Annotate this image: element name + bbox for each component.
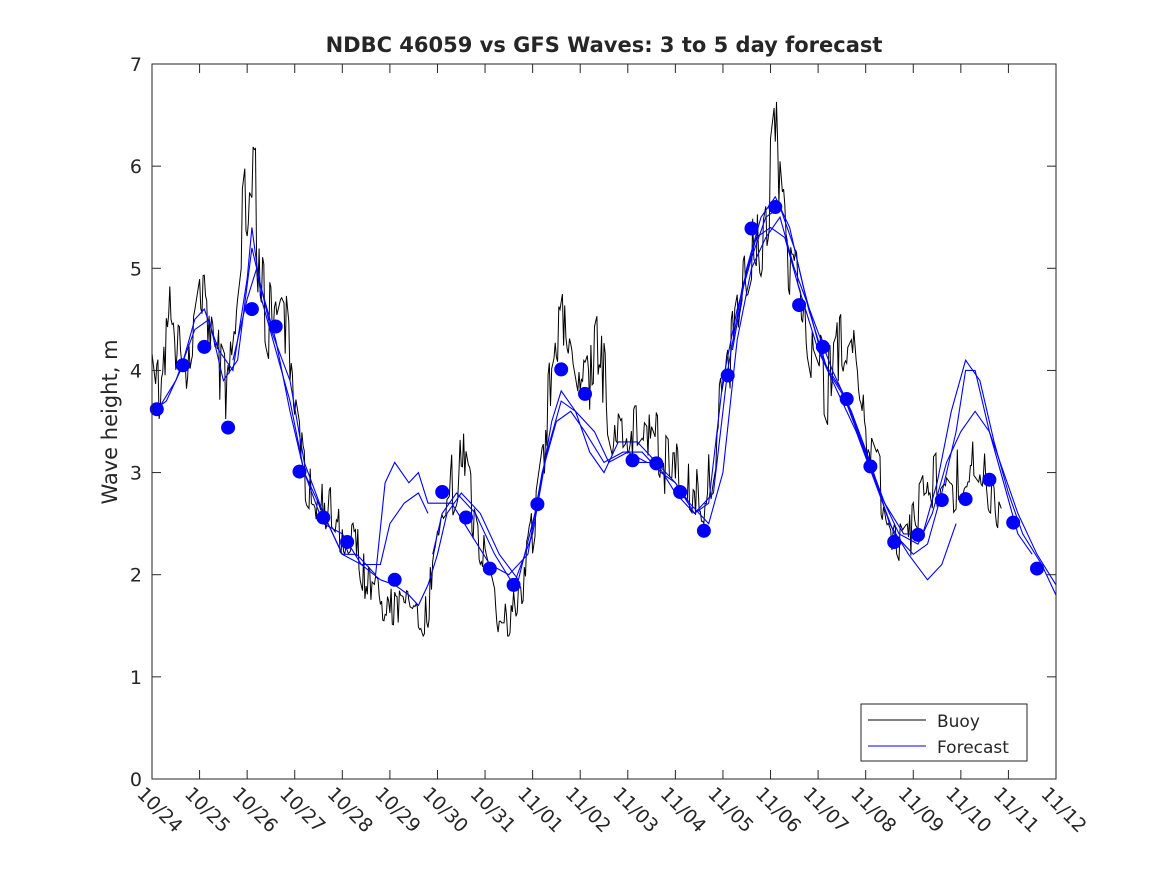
buoy-marker-7 <box>292 464 307 479</box>
x-tick-label-16: 11/09 <box>894 783 948 837</box>
x-tick-label-11: 11/04 <box>656 783 710 837</box>
x-tick-label-2: 10/26 <box>228 783 282 837</box>
buoy-marker-32 <box>958 492 973 507</box>
y-axis-label: Wave height, m <box>98 339 122 504</box>
buoy-marker-24 <box>768 200 783 214</box>
buoy-marker-2 <box>175 358 190 373</box>
buoy-marker-23 <box>744 221 759 236</box>
buoy-marker-16 <box>554 362 569 377</box>
x-tick-label-4: 10/28 <box>323 783 377 837</box>
buoy-marker-29 <box>887 535 902 549</box>
buoy-marker-13 <box>482 561 497 576</box>
buoy-marker-28 <box>863 459 878 474</box>
x-tick-label-15: 11/08 <box>846 783 900 837</box>
buoy-marker-30 <box>911 527 925 542</box>
axes-box <box>151 63 1057 780</box>
buoy-marker-34 <box>1006 515 1021 530</box>
buoy-marker-22 <box>720 368 735 383</box>
forecast-line-3 <box>232 215 957 581</box>
x-tick-label-18: 11/11 <box>989 783 1043 837</box>
buoy-marker-5 <box>244 302 259 317</box>
x-tick-label-3: 10/27 <box>275 783 329 837</box>
x-tick-label-7: 10/31 <box>466 783 520 837</box>
buoy-marker-3 <box>197 339 212 354</box>
buoy-marker-20 <box>673 485 688 499</box>
y-tick-label-4: 4 <box>130 360 142 382</box>
buoy-line <box>151 101 1002 638</box>
buoy-marker-25 <box>792 298 807 313</box>
plot-area <box>152 64 1056 779</box>
y-tick-label-6: 6 <box>130 156 142 178</box>
x-tick-label-8: 11/01 <box>513 783 567 837</box>
forecast-line-1 <box>151 227 429 566</box>
y-tick-label-0: 0 <box>130 769 142 791</box>
buoy-marker-31 <box>934 493 949 508</box>
buoy-marker-15 <box>530 497 545 512</box>
chart-title: NDBC 46059 vs GFS Waves: 3 to 5 day fore… <box>326 33 883 57</box>
buoy-marker-19 <box>649 456 664 471</box>
x-tick-label-17: 11/10 <box>941 783 995 837</box>
y-tick-label-7: 7 <box>130 54 142 76</box>
buoy-marker-1 <box>149 402 164 417</box>
buoy-marker-10 <box>387 572 402 587</box>
x-tick-label-19: 11/12 <box>1036 783 1090 837</box>
x-tick-label-12: 11/05 <box>703 783 757 837</box>
buoy-series <box>151 101 1002 638</box>
y-tick-label-2: 2 <box>130 565 142 587</box>
buoy-marker-12 <box>459 510 473 525</box>
buoy-marker-26 <box>815 339 830 354</box>
buoy-marker-8 <box>316 510 331 525</box>
buoy-marker-18 <box>625 453 640 468</box>
legend-box <box>860 703 1028 762</box>
buoy-marker-4 <box>221 420 236 435</box>
buoy-marker-35 <box>1030 561 1044 576</box>
x-tick-label-0: 10/24 <box>132 783 186 837</box>
y-tick-label-5: 5 <box>130 258 142 280</box>
plot-frame <box>152 64 1056 779</box>
buoy-marker-9 <box>340 535 355 549</box>
buoy-marker-27 <box>839 392 854 406</box>
forecast-line-2 <box>156 247 648 607</box>
x-tick-label-14: 11/07 <box>799 783 853 837</box>
legend-label-forecast: Forecast <box>937 738 1009 758</box>
x-tick-label-5: 10/29 <box>370 783 424 837</box>
x-tick-label-6: 10/30 <box>418 783 472 837</box>
buoy-marker-6 <box>268 319 283 334</box>
x-tick-label-9: 11/02 <box>561 783 615 837</box>
buoy-markers <box>149 200 1044 592</box>
x-tick-label-1: 10/25 <box>180 783 234 837</box>
buoy-marker-11 <box>435 485 450 499</box>
legend-label-buoy: Buoy <box>937 712 980 732</box>
y-tick-label-1: 1 <box>130 667 142 689</box>
x-tick-label-10: 11/03 <box>608 783 662 837</box>
legend: Buoy Forecast <box>860 703 1028 762</box>
buoy-marker-17 <box>578 386 592 401</box>
buoy-marker-21 <box>696 523 711 538</box>
buoy-marker-33 <box>982 472 997 487</box>
buoy-marker-14 <box>506 577 521 592</box>
x-tick-label-13: 11/06 <box>751 783 805 837</box>
y-tick-label-3: 3 <box>130 463 142 485</box>
